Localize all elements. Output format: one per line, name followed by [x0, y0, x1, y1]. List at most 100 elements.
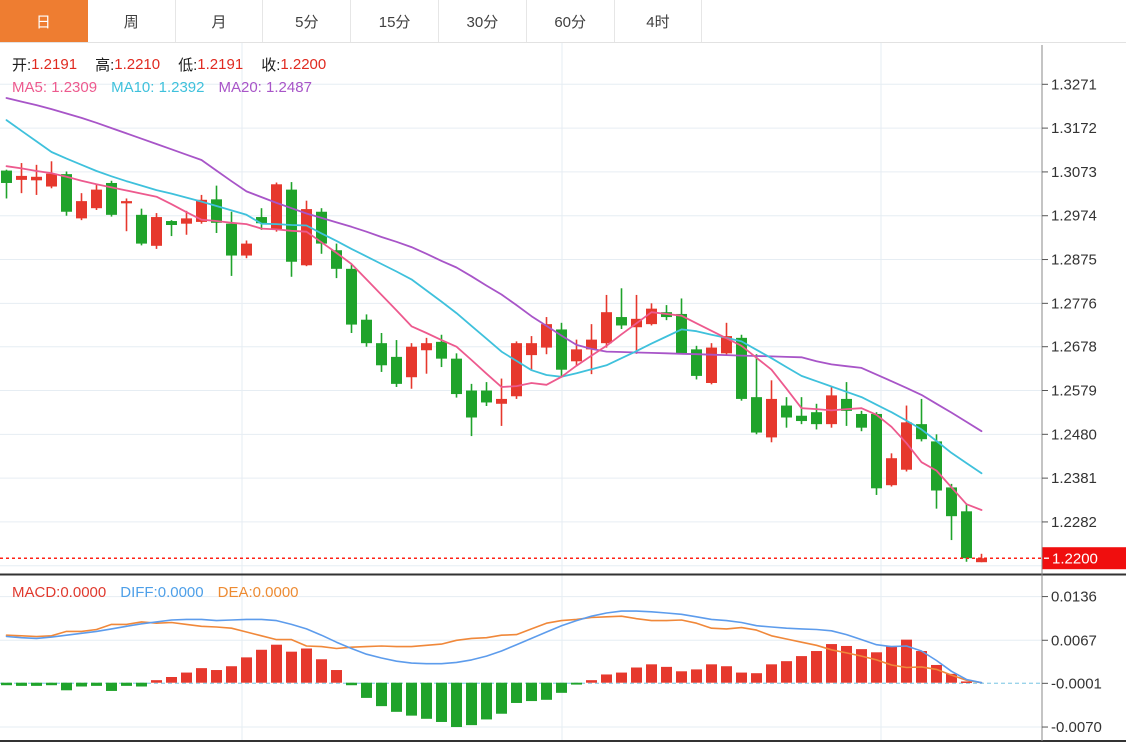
candle-body [571, 349, 582, 362]
candle-body [61, 174, 72, 212]
candle-body [16, 175, 27, 180]
tab-30min[interactable]: 30分 [439, 0, 527, 42]
macd-histogram-bar [571, 682, 582, 685]
y-axis-label: 1.2678 [1051, 339, 1097, 356]
y-axis-label: -0.0001 [1051, 675, 1102, 692]
macd-histogram-bar [31, 682, 42, 686]
macd-histogram-bar [511, 682, 522, 703]
tab-month[interactable]: 月 [176, 0, 264, 42]
candle-body [886, 458, 897, 486]
tab-4hour[interactable]: 4时 [615, 0, 703, 42]
candle-body [196, 199, 207, 222]
macd-histogram-bar [631, 667, 642, 683]
macd-histogram-bar [226, 666, 237, 683]
tab-5min[interactable]: 5分 [263, 0, 352, 42]
macd-histogram-bar [961, 681, 972, 683]
tab-day[interactable]: 日 [0, 0, 88, 42]
candle-body [181, 218, 192, 224]
macd-histogram-bar [301, 648, 312, 683]
macd-histogram-bar [721, 666, 732, 683]
candle-body [961, 511, 972, 559]
candle-body [391, 356, 402, 384]
candle-body [256, 217, 267, 224]
candle-body [976, 558, 987, 563]
macd-histogram-bar [196, 668, 207, 683]
macd-histogram-bar [391, 682, 402, 712]
y-axis-label: 0.0067 [1051, 632, 1097, 649]
period-tabbar: 日 周 月 5分 15分 30分 60分 4时 [0, 0, 1126, 43]
macd-histogram-bar [241, 657, 252, 683]
macd-histogram-bar [766, 664, 777, 683]
y-axis-label: 1.3172 [1051, 120, 1097, 137]
macd-histogram-bar [166, 677, 177, 683]
macd-histogram-bar [781, 661, 792, 683]
macd-histogram-bar [481, 682, 492, 720]
macd-histogram-bar [346, 682, 357, 686]
candle-body [211, 199, 222, 223]
candle-body [601, 312, 612, 344]
candle-body [676, 313, 687, 354]
candle-body [931, 441, 942, 491]
candle-body [166, 221, 177, 226]
macd-histogram-bar [376, 682, 387, 707]
y-axis-label: 1.2381 [1051, 470, 1097, 487]
macd-histogram-bar [616, 672, 627, 683]
tab-15min[interactable]: 15分 [351, 0, 439, 42]
macd-histogram-bar [826, 644, 837, 683]
macd-histogram-bar [451, 682, 462, 728]
candle-body [301, 209, 312, 266]
candle-body [481, 390, 492, 403]
candle-body [841, 398, 852, 411]
candle-body [496, 398, 507, 404]
tab-week[interactable]: 周 [88, 0, 176, 42]
candle-body [856, 413, 867, 428]
macd-histogram-bar [796, 656, 807, 683]
macd-histogram-bar [646, 664, 657, 683]
ma10-line [5, 119, 983, 475]
candle-body [46, 173, 57, 187]
macd-histogram-bar [466, 682, 477, 726]
tab-60min[interactable]: 60分 [527, 0, 615, 42]
macd-histogram-bar [211, 670, 222, 683]
candle-body [376, 343, 387, 366]
macd-histogram-bar [856, 649, 867, 683]
y-axis-label: 1.3271 [1051, 76, 1097, 93]
macd-histogram-bar [121, 682, 132, 686]
candle-body [151, 217, 162, 246]
candle-body [706, 347, 717, 383]
candle-body [781, 405, 792, 418]
candle-body [466, 390, 477, 418]
candle-body [316, 211, 327, 244]
macd-histogram-bar [556, 682, 567, 693]
macd-histogram-bar [946, 673, 957, 683]
macd-histogram-bar [1, 682, 12, 686]
candle-body [901, 422, 912, 470]
candle-body [136, 214, 147, 244]
candle-body [451, 358, 462, 395]
candle-body [721, 336, 732, 354]
candle-body [811, 412, 822, 425]
candle-body [106, 182, 117, 215]
macd-histogram-bar [286, 651, 297, 683]
candle-body [406, 346, 417, 378]
y-axis-label: 1.2974 [1051, 208, 1097, 225]
macd-histogram-bar [16, 682, 27, 686]
candle-body [691, 349, 702, 376]
dea-line [5, 615, 983, 684]
macd-histogram-bar [691, 669, 702, 683]
macd-histogram-bar [136, 682, 147, 687]
candle-body [796, 415, 807, 422]
candle-body [616, 317, 627, 326]
candle-body [121, 201, 132, 204]
candle-body [541, 324, 552, 348]
y-axis-label: -0.0070 [1051, 719, 1102, 736]
macd-histogram-bar [256, 649, 267, 683]
ma20-line [5, 97, 983, 433]
candle-body [751, 397, 762, 433]
macd-histogram-bar [871, 652, 882, 683]
candle-body [346, 268, 357, 325]
macd-histogram-bar [706, 664, 717, 683]
y-axis-label: 1.3073 [1051, 164, 1097, 181]
candle-body [766, 398, 777, 438]
